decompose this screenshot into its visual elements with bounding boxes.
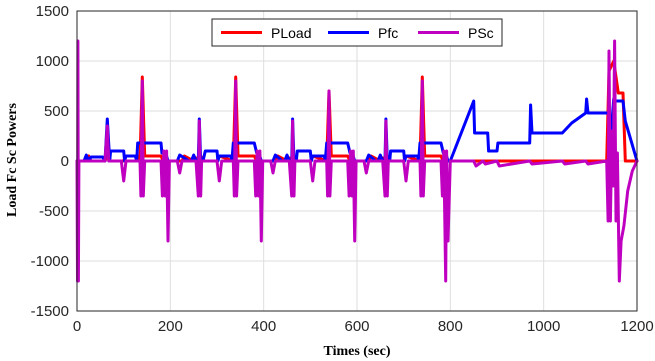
x-tick-label: 400 [251,318,276,335]
x-tick-label: 200 [158,318,183,335]
x-axis-title: Times (sec) [324,344,391,359]
legend-label-pload: PLoad [271,25,311,41]
plot-area-frame [76,10,638,312]
y-axis-title: Load Fc Sc Powers [5,102,20,216]
y-tick-label: -1000 [31,253,69,270]
x-tick-label: 1000 [527,318,560,335]
x-tick-label: 1200 [620,318,653,335]
y-tick-label: -1500 [31,303,69,320]
y-tick-label: 1000 [36,53,69,70]
x-tick-label: 600 [344,318,369,335]
tick-labels: 0 200 400 600 800 1000 1200 -1500 -1000 -500 0 500 1… [31,3,654,335]
legend: PLoad Pfc PSc [211,18,503,47]
y-tick-label: 0 [61,153,69,170]
series-line-pfc [75,97,639,163]
x-tick-label: 0 [73,318,81,335]
x-tick-label: 800 [438,318,463,335]
y-tick-label: -500 [39,203,69,220]
series-line-psc [75,39,639,283]
legend-label-pfc: Pfc [378,25,398,41]
series-group [75,39,639,283]
y-tick-label: 500 [44,103,69,120]
y-tick-label: 1500 [36,3,69,20]
legend-label-psc: PSc [468,25,494,41]
